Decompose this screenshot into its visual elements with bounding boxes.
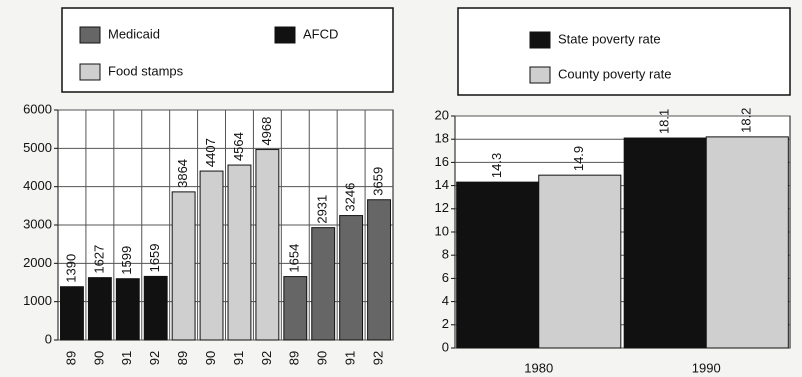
value-label: 4564 xyxy=(231,132,246,161)
bar xyxy=(311,227,336,341)
y-tick-label: 4000 xyxy=(23,178,52,193)
bar xyxy=(143,275,168,341)
bar xyxy=(255,149,280,341)
value-label: 2931 xyxy=(315,195,330,224)
value-label: 14.9 xyxy=(571,146,586,171)
bar xyxy=(456,181,540,349)
y-tick-label: 10 xyxy=(435,223,449,238)
bar xyxy=(199,170,224,341)
bar xyxy=(87,277,112,341)
legend-label: Food stamps xyxy=(108,63,184,78)
x-tick-label: 90 xyxy=(91,351,106,365)
bar xyxy=(367,199,391,341)
value-label: 1654 xyxy=(287,244,302,273)
value-label: 3864 xyxy=(175,159,190,188)
legend-swatch xyxy=(79,26,101,44)
x-tick-label: 90 xyxy=(315,351,330,365)
value-label: 18.1 xyxy=(657,109,672,134)
value-label: 1659 xyxy=(147,243,162,272)
y-tick-label: 12 xyxy=(435,200,449,215)
x-tick-label: 89 xyxy=(175,351,190,365)
value-label: 1390 xyxy=(63,254,78,283)
value-label: 14.3 xyxy=(489,153,504,178)
x-tick-label: 92 xyxy=(370,351,385,365)
y-tick-label: 8 xyxy=(442,247,449,262)
y-tick-label: 4 xyxy=(442,293,449,308)
value-label: 3246 xyxy=(343,183,358,212)
legend-swatch xyxy=(529,66,551,84)
y-tick-label: 0 xyxy=(442,339,449,354)
y-tick-label: 2 xyxy=(442,316,449,331)
legend-label: County poverty rate xyxy=(558,66,671,81)
x-tick-label: 92 xyxy=(259,351,274,365)
value-label: 4968 xyxy=(259,117,274,146)
legend-swatch xyxy=(79,63,101,81)
y-tick-label: 6 xyxy=(442,270,449,285)
legend-label: State poverty rate xyxy=(558,31,661,46)
bar xyxy=(339,215,364,341)
bar xyxy=(283,276,308,341)
bar xyxy=(623,137,707,349)
y-tick-label: 6000 xyxy=(23,101,52,116)
legend-label: AFCD xyxy=(303,26,338,41)
y-tick-label: 18 xyxy=(435,131,449,146)
value-label: 18.2 xyxy=(739,108,754,133)
value-label: 1627 xyxy=(91,245,106,274)
bar xyxy=(538,174,622,349)
x-tick-label: 1980 xyxy=(524,360,553,375)
y-tick-label: 0 xyxy=(45,331,52,346)
bar xyxy=(171,191,196,341)
x-tick-label: 90 xyxy=(203,351,218,365)
x-tick-label: 91 xyxy=(343,351,358,365)
y-tick-label: 3000 xyxy=(23,216,52,231)
value-label: 3659 xyxy=(370,167,385,196)
x-tick-label: 91 xyxy=(231,351,246,365)
y-tick-label: 1000 xyxy=(23,293,52,308)
bar xyxy=(227,164,252,341)
bar xyxy=(60,286,84,341)
legend-swatch xyxy=(274,26,296,44)
y-tick-label: 5000 xyxy=(23,140,52,155)
bar xyxy=(705,136,789,349)
legend-box xyxy=(61,7,394,93)
legend-swatch xyxy=(529,31,551,49)
x-tick-label: 91 xyxy=(119,351,134,365)
value-label: 1599 xyxy=(119,246,134,275)
bar xyxy=(115,278,140,341)
y-tick-label: 2000 xyxy=(23,255,52,270)
y-tick-label: 14 xyxy=(435,177,449,192)
value-label: 4407 xyxy=(203,138,218,167)
y-tick-label: 16 xyxy=(435,154,449,169)
x-tick-label: 89 xyxy=(63,351,78,365)
x-tick-label: 1990 xyxy=(692,360,721,375)
legend-box xyxy=(457,7,791,96)
x-tick-label: 89 xyxy=(287,351,302,365)
x-tick-label: 92 xyxy=(147,351,162,365)
y-tick-label: 20 xyxy=(435,107,449,122)
legend-label: Medicaid xyxy=(108,26,160,41)
